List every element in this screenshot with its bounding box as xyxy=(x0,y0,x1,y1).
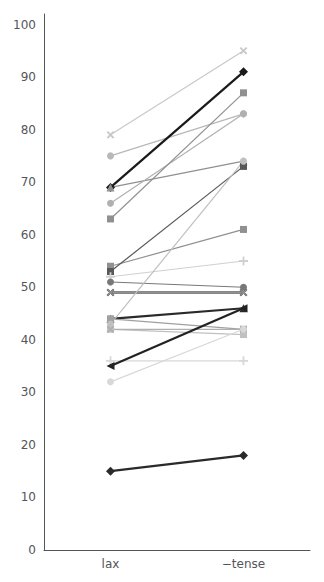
svg-text:50: 50 xyxy=(21,280,36,294)
svg-text:80: 80 xyxy=(21,123,36,137)
svg-text:30: 30 xyxy=(21,385,36,399)
svg-text:lax: lax xyxy=(102,557,120,571)
svg-text:100: 100 xyxy=(13,18,36,32)
svg-text:−tense: −tense xyxy=(222,557,265,571)
svg-text:20: 20 xyxy=(21,438,36,452)
svg-text:90: 90 xyxy=(21,70,36,84)
svg-text:0: 0 xyxy=(28,543,36,557)
svg-text:40: 40 xyxy=(21,333,36,347)
svg-text:70: 70 xyxy=(21,175,36,189)
svg-text:60: 60 xyxy=(21,228,36,242)
svg-text:10: 10 xyxy=(21,490,36,504)
